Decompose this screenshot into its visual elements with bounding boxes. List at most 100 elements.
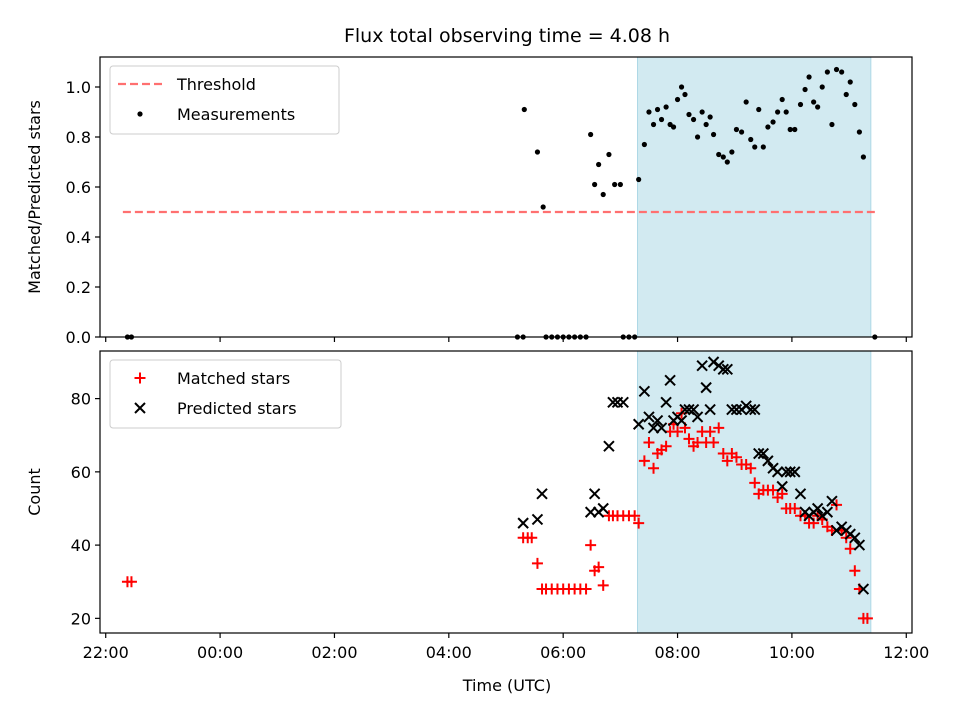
data-point	[687, 403, 700, 416]
x-axis-label: Time (UTC)	[462, 676, 551, 695]
data-point	[724, 159, 730, 165]
data-point	[767, 484, 779, 496]
x-tick-label: 06:00	[540, 643, 586, 662]
data-point	[683, 433, 695, 445]
x-tick-label: 22:00	[83, 643, 129, 662]
x-tick-label: 08:00	[654, 643, 700, 662]
data-point	[593, 561, 605, 573]
data-point	[789, 466, 801, 478]
data-point	[638, 385, 651, 397]
data-point	[672, 426, 684, 438]
data-point	[811, 502, 824, 515]
data-point	[861, 612, 873, 624]
data-point	[597, 579, 609, 591]
data-point	[775, 109, 781, 115]
data-point	[682, 91, 688, 98]
legend-label: Threshold	[176, 75, 256, 94]
data-point	[694, 134, 701, 140]
data-point	[806, 74, 812, 80]
data-point	[776, 488, 788, 500]
data-point	[853, 539, 866, 551]
data-point	[713, 422, 725, 434]
data-point	[783, 109, 789, 115]
data-point	[643, 411, 655, 423]
data-point	[607, 396, 619, 408]
legend-label: Matched stars	[177, 369, 290, 388]
legend-box	[109, 359, 342, 429]
legend-marker	[137, 111, 143, 117]
data-point	[674, 96, 681, 103]
data-point	[580, 583, 592, 595]
legend-marker	[134, 402, 146, 414]
data-point	[710, 131, 717, 138]
legend-box	[109, 65, 340, 135]
count-panel: 20 40 60 80 22:00 00:00 02:00 04:00 06:00 08:00 10…	[25, 350, 929, 662]
data-point	[856, 129, 862, 135]
x-tick-label: 04:00	[426, 643, 472, 662]
data-point	[592, 181, 598, 188]
data-point	[749, 477, 761, 489]
data-point	[617, 396, 629, 408]
data-point	[762, 455, 774, 467]
data-point	[789, 502, 801, 514]
data-point	[844, 543, 856, 555]
data-point	[638, 455, 650, 467]
data-point	[797, 101, 804, 108]
data-point	[721, 455, 733, 467]
y-tick-label: 60	[71, 463, 91, 482]
data-point	[660, 440, 672, 452]
data-point	[752, 144, 758, 150]
observing-window-band	[637, 350, 872, 634]
data-point	[792, 126, 798, 133]
x-tick-label: 10:00	[769, 643, 815, 662]
data-point	[632, 418, 645, 430]
axes-frame	[99, 350, 913, 634]
data-point	[540, 204, 546, 210]
data-point	[830, 524, 843, 537]
data-point	[655, 422, 668, 434]
data-point	[531, 513, 544, 526]
x-tick-label: 00:00	[197, 643, 243, 662]
y-axis-label: Matched/Predicted stars	[25, 100, 44, 294]
legend-label: Measurements	[177, 105, 295, 124]
data-point	[585, 539, 597, 551]
data-point	[849, 565, 861, 577]
data-point	[717, 363, 730, 376]
data-point	[857, 583, 870, 595]
data-point	[852, 101, 858, 108]
data-point	[730, 403, 743, 416]
data-point	[704, 426, 716, 438]
legend-marker	[134, 372, 146, 384]
data-point	[617, 181, 623, 188]
data-point	[776, 480, 788, 493]
data-point	[696, 359, 708, 372]
data-point	[517, 517, 529, 529]
data-point	[824, 69, 830, 75]
data-point	[663, 104, 669, 110]
data-point	[749, 403, 761, 416]
data-point	[650, 121, 657, 128]
data-point	[125, 576, 137, 588]
data-point	[829, 121, 835, 128]
x-tick-label: 02:00	[311, 643, 357, 662]
data-point	[733, 126, 740, 133]
data-point	[826, 495, 838, 507]
data-point	[730, 451, 742, 463]
chart-title: Flux total observing time = 4.08 h	[344, 25, 670, 47]
data-point	[597, 502, 609, 515]
data-point	[745, 403, 757, 416]
data-point	[721, 363, 734, 376]
data-point	[843, 91, 849, 98]
y-tick-label: 0.2	[66, 278, 91, 297]
data-point	[753, 447, 765, 460]
data-point	[757, 447, 770, 460]
legend-label: Predicted stars	[177, 399, 297, 418]
data-point	[690, 116, 697, 123]
data-point	[588, 131, 594, 138]
data-point	[534, 149, 541, 155]
y-tick-label: 0.8	[66, 128, 91, 147]
y-tick-label: 80	[71, 390, 91, 409]
data-point	[679, 403, 691, 416]
data-point	[526, 532, 538, 544]
data-point	[704, 403, 716, 416]
